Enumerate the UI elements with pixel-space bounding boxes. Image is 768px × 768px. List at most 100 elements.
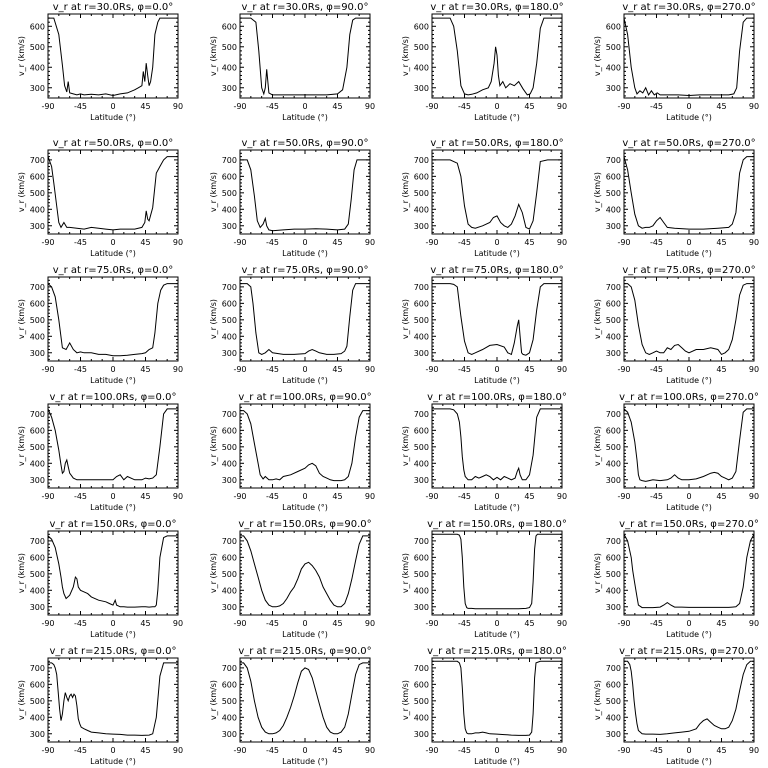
x-tick-label: 0 <box>686 102 691 111</box>
panel-title: v_r at r=215.0Rs, φ=0.0° <box>50 646 177 657</box>
y-tick-label: 300 <box>414 349 429 358</box>
y-tick-label: 400 <box>222 205 237 214</box>
x-tick-label: -90 <box>41 619 54 628</box>
x-tick-label: 90 <box>749 365 759 374</box>
chart-panel-22: v_r at r=215.0Rs, φ=90.0° -90 -45 0 45 90 300 4… <box>209 646 375 766</box>
x-tick-label: 45 <box>716 619 726 628</box>
series-line <box>48 662 178 736</box>
y-tick-label: 700 <box>414 664 429 673</box>
x-axis-label: Latitude (°) <box>282 113 328 122</box>
y-tick-label: 700 <box>606 156 621 165</box>
plot-frame <box>623 13 755 99</box>
chart-panel-19: v_r at r=150.0Rs, φ=180.0° -90 -45 0 45 90 300… <box>401 519 567 639</box>
x-tick-label: 0 <box>494 492 499 501</box>
y-tick-label: 700 <box>30 156 45 165</box>
series-line <box>432 17 562 96</box>
y-tick-label: 300 <box>414 84 429 93</box>
y-axis-label: v_r (km/s) <box>401 680 410 720</box>
x-tick-label: 0 <box>110 365 115 374</box>
panel-title: v_r at r=30.0Rs, φ=180.0° <box>430 2 563 13</box>
x-tick-label: 45 <box>524 238 534 247</box>
chart-panel-18: v_r at r=150.0Rs, φ=90.0° -90 -45 0 45 90 300 4… <box>209 519 375 639</box>
x-tick-label: -45 <box>650 619 663 628</box>
x-tick-label: 45 <box>716 238 726 247</box>
x-tick-label: 0 <box>494 365 499 374</box>
x-tick-label: -45 <box>458 102 471 111</box>
x-tick-label: 0 <box>110 492 115 501</box>
panel-title: v_r at r=215.0Rs, φ=180.0° <box>427 646 567 657</box>
y-axis-label: v_r (km/s) <box>17 299 26 339</box>
y-tick-label: 700 <box>414 156 429 165</box>
plot-frame <box>47 403 179 489</box>
y-tick-label: 300 <box>30 476 45 485</box>
x-tick-label: -90 <box>425 492 438 501</box>
x-tick-label: 90 <box>557 619 567 628</box>
y-tick-label: 400 <box>606 205 621 214</box>
x-tick-label: 90 <box>557 365 567 374</box>
y-tick-label: 700 <box>414 537 429 546</box>
x-tick-label: 0 <box>302 746 307 755</box>
x-tick-label: 90 <box>173 492 183 501</box>
y-tick-label: 600 <box>606 22 621 31</box>
chart-panel-1: v_r at r=30.0Rs, φ=0.0° -90 -45 0 45 90 300 400… <box>17 2 183 122</box>
series-line <box>623 156 754 230</box>
y-tick-label: 300 <box>30 84 45 93</box>
x-tick-label: -90 <box>41 365 54 374</box>
x-tick-label: -90 <box>617 365 630 374</box>
y-axis-label: v_r (km/s) <box>17 680 26 720</box>
chart-panel-4: v_r at r=30.0Rs, φ=270.0° -90 -45 0 45 90 300 4… <box>593 2 759 122</box>
panel-title: v_r at r=50.0Rs, φ=0.0° <box>53 138 174 149</box>
y-tick-label: 500 <box>222 43 237 52</box>
y-tick-label: 600 <box>222 553 237 562</box>
x-tick-label: -90 <box>425 102 438 111</box>
x-tick-label: 0 <box>494 238 499 247</box>
y-tick-label: 700 <box>606 537 621 546</box>
x-tick-label: 90 <box>365 365 375 374</box>
series-line <box>47 535 178 608</box>
plot-frame <box>431 530 563 616</box>
y-tick-label: 500 <box>414 570 429 579</box>
y-tick-label: 600 <box>414 680 429 689</box>
y-tick-label: 500 <box>30 697 45 706</box>
y-tick-label: 300 <box>30 349 45 358</box>
y-axis-label: v_r (km/s) <box>401 36 410 76</box>
plot-frame <box>239 403 371 489</box>
x-tick-label: -90 <box>233 238 246 247</box>
y-tick-label: 600 <box>606 172 621 181</box>
y-tick-label: 300 <box>30 730 45 739</box>
chart-panel-3: v_r at r=30.0Rs, φ=180.0° -90 -45 0 45 90 300 4… <box>401 2 567 122</box>
chart-panel-5: v_r at r=50.0Rs, φ=0.0° -90 -45 0 45 90 300 400… <box>17 138 183 258</box>
y-tick-label: 500 <box>30 43 45 52</box>
plot-frame <box>431 657 563 743</box>
x-tick-label: -90 <box>41 746 54 755</box>
x-tick-label: -45 <box>74 365 87 374</box>
y-tick-label: 300 <box>222 476 237 485</box>
y-tick-label: 400 <box>222 586 237 595</box>
y-tick-label: 700 <box>222 283 237 292</box>
series-line <box>432 660 562 736</box>
x-tick-label: 45 <box>716 365 726 374</box>
x-tick-label: 0 <box>302 619 307 628</box>
y-tick-label: 500 <box>414 189 429 198</box>
series-line <box>240 159 370 232</box>
y-tick-label: 400 <box>30 586 45 595</box>
y-tick-label: 600 <box>222 172 237 181</box>
x-tick-label: -45 <box>650 102 663 111</box>
series-line <box>240 283 370 355</box>
y-tick-label: 400 <box>30 205 45 214</box>
x-tick-label: -45 <box>458 492 471 501</box>
chart-panel-20: v_r at r=150.0Rs, φ=270.0° -90 -45 0 45 90 300… <box>593 519 759 639</box>
y-tick-label: 400 <box>30 332 45 341</box>
y-tick-label: 600 <box>606 680 621 689</box>
y-axis-label: v_r (km/s) <box>209 680 218 720</box>
y-tick-label: 400 <box>30 713 45 722</box>
x-tick-label: -45 <box>74 238 87 247</box>
plot-frame <box>239 530 371 616</box>
x-tick-label: -90 <box>233 619 246 628</box>
x-tick-label: 0 <box>110 746 115 755</box>
x-tick-label: -45 <box>650 746 663 755</box>
x-tick-label: -90 <box>617 238 630 247</box>
y-tick-label: 700 <box>222 537 237 546</box>
panel-title: v_r at r=150.0Rs, φ=180.0° <box>427 519 567 530</box>
